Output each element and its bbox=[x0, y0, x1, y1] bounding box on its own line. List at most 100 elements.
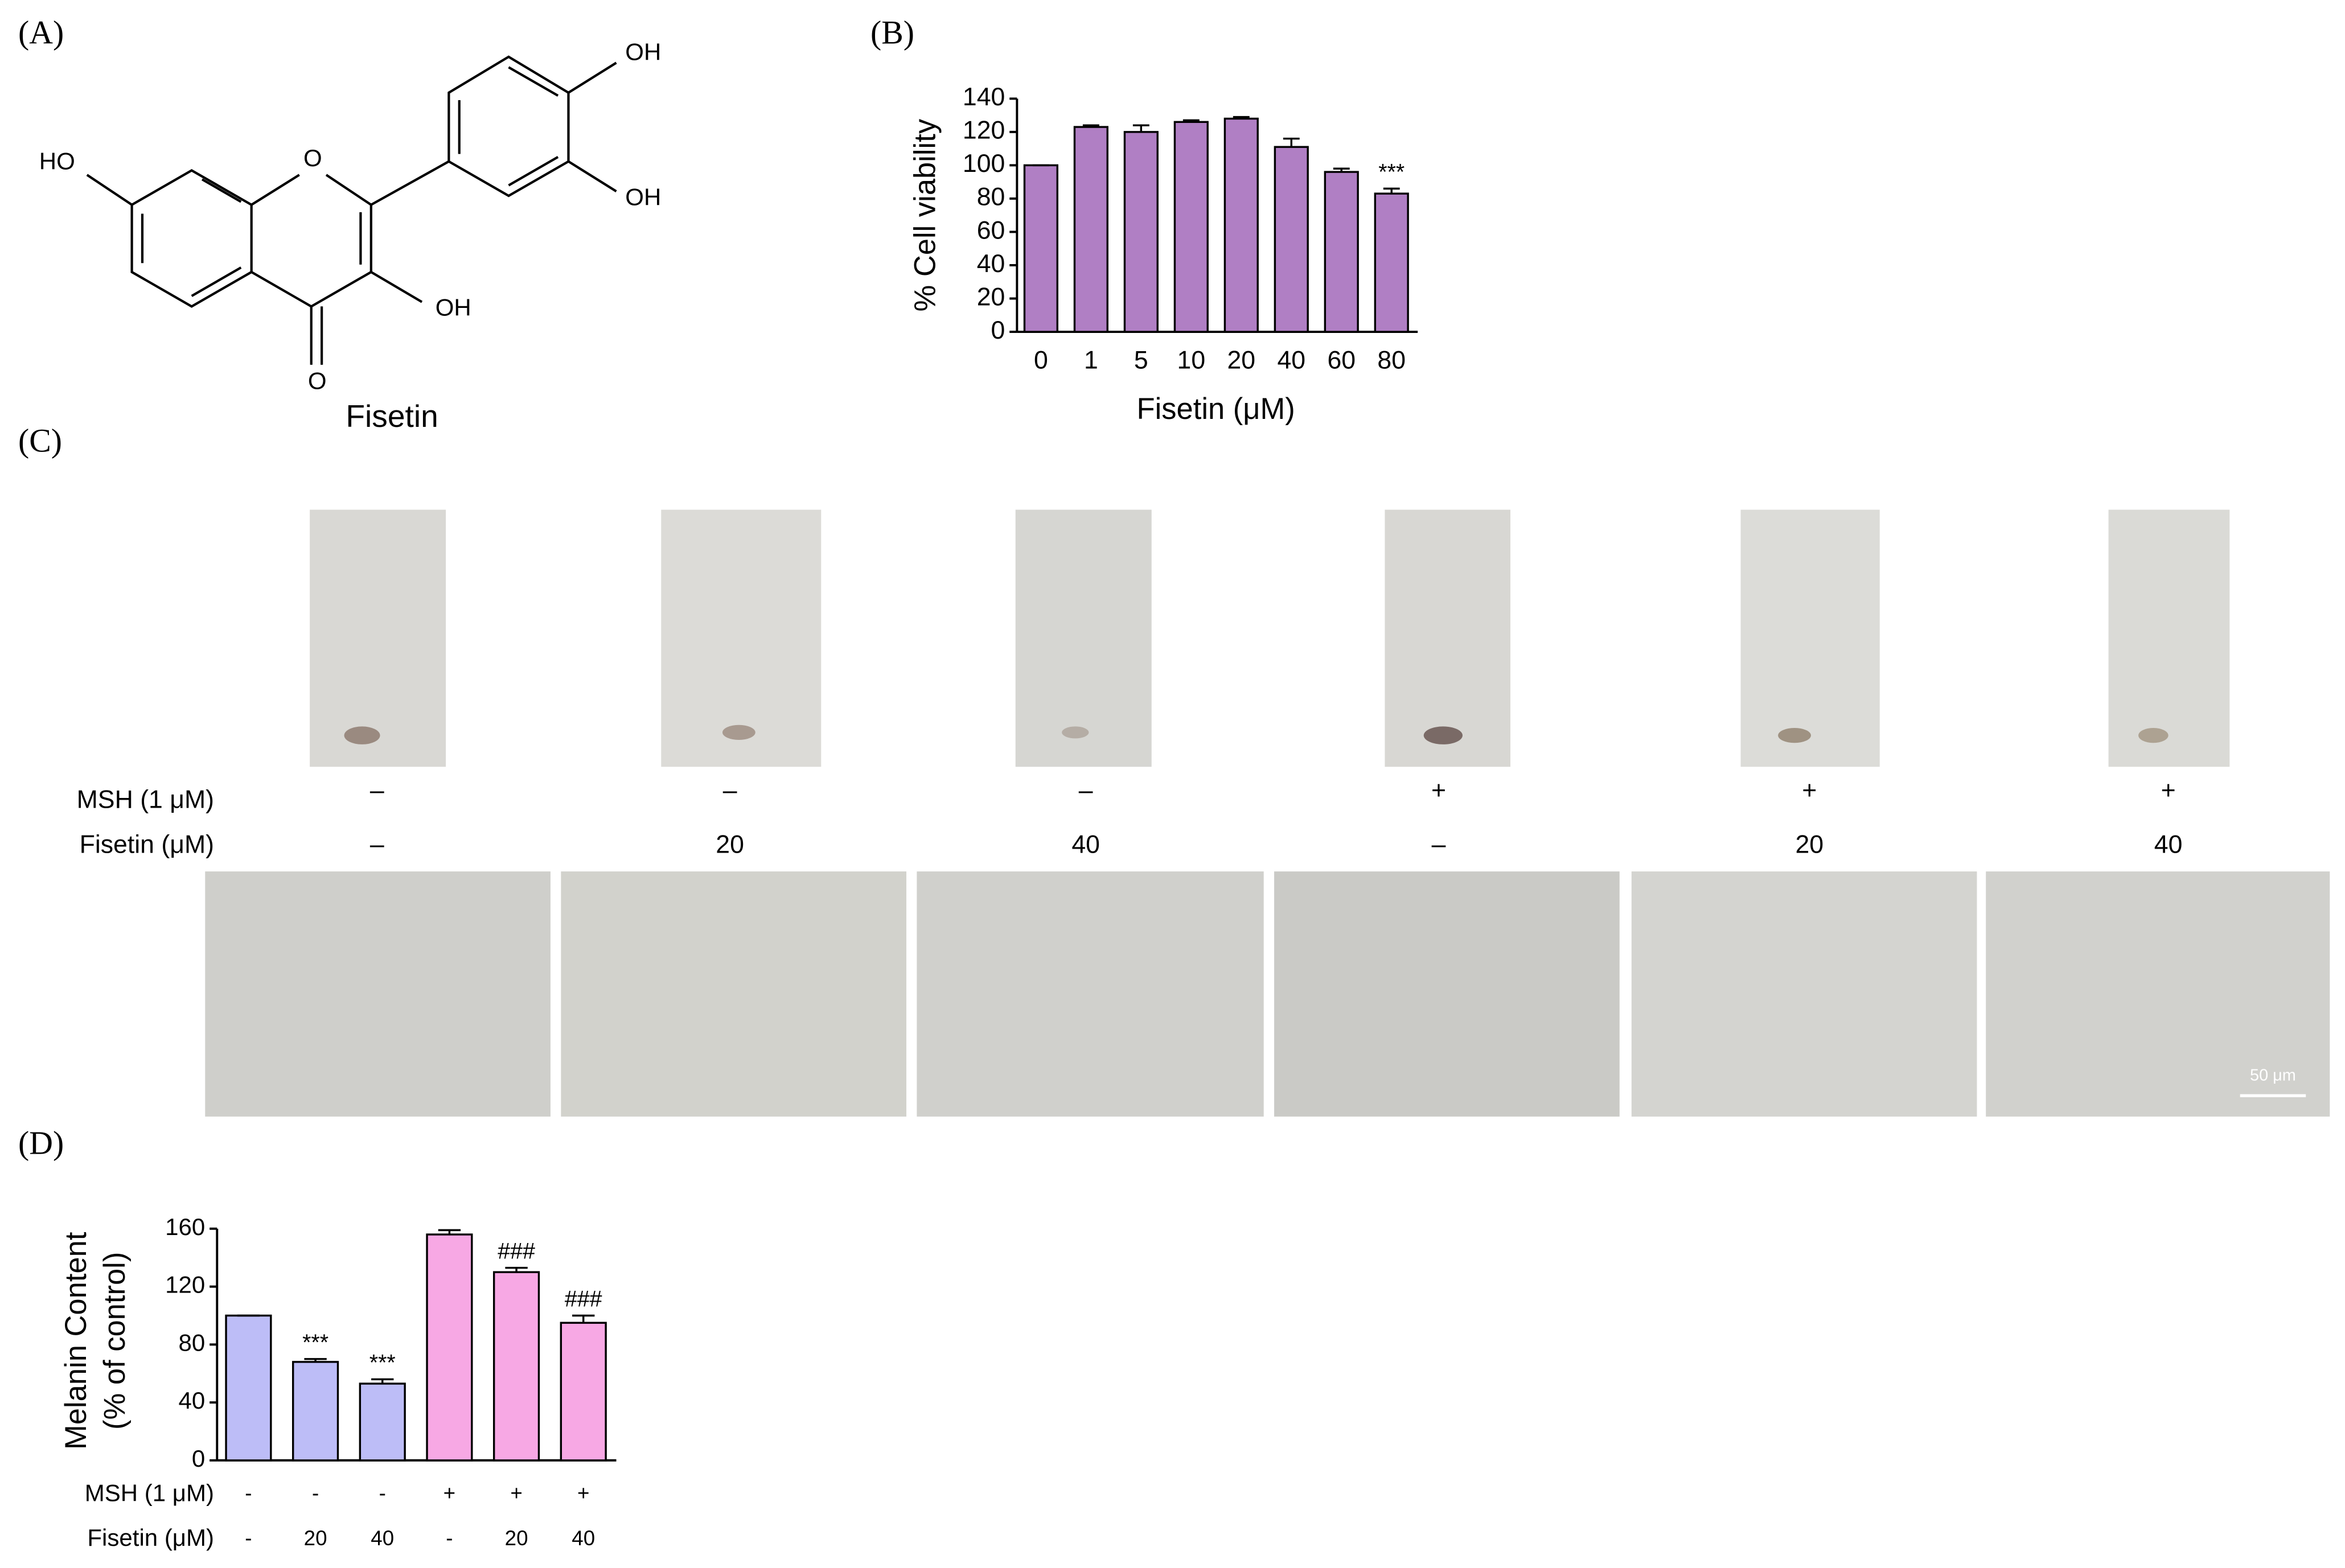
pellet bbox=[1062, 726, 1089, 739]
bar bbox=[291, 1361, 339, 1462]
micrograph bbox=[205, 871, 551, 1117]
bond bbox=[250, 174, 300, 206]
condition-label: 20 bbox=[716, 830, 744, 858]
x-tick-label: 1 bbox=[1084, 346, 1098, 374]
micrograph bbox=[561, 871, 907, 1117]
y-tick-label: 140 bbox=[963, 83, 1005, 111]
bond bbox=[568, 160, 617, 192]
condition-label: 20 bbox=[304, 1526, 327, 1550]
error-bar bbox=[1182, 119, 1200, 122]
y-tick-label: 120 bbox=[963, 117, 1005, 145]
condition-label: 20 bbox=[505, 1526, 528, 1550]
bond bbox=[508, 66, 559, 97]
bond bbox=[370, 271, 423, 303]
scale-bar-label: 50 μm bbox=[2250, 1067, 2296, 1085]
x-tick-label: 80 bbox=[1377, 346, 1406, 374]
error-bar bbox=[572, 1314, 595, 1323]
bar bbox=[1023, 164, 1058, 333]
condition-label: + bbox=[577, 1481, 589, 1505]
condition-label: – bbox=[1432, 830, 1446, 858]
condition-label: – bbox=[370, 830, 384, 858]
y-tick-label: 40 bbox=[179, 1387, 206, 1414]
y-tick-label: 40 bbox=[977, 250, 1005, 278]
bond bbox=[568, 61, 617, 94]
x-axis-label: Fisetin (μM) bbox=[1137, 392, 1295, 426]
condition-label: – bbox=[723, 777, 737, 805]
y-tick-label: 60 bbox=[977, 216, 1005, 244]
significance-label: *** bbox=[1378, 160, 1404, 185]
pellet bbox=[1423, 726, 1463, 744]
error-bar bbox=[438, 1229, 461, 1235]
bar bbox=[1374, 192, 1409, 333]
tube-photo bbox=[661, 509, 822, 767]
y-tick-label: 0 bbox=[192, 1445, 205, 1472]
bond bbox=[370, 160, 450, 206]
significance-label: *** bbox=[369, 1351, 396, 1376]
condition-label: + bbox=[443, 1481, 455, 1505]
panel-letter: (B) bbox=[870, 15, 914, 51]
structure: HO O OH OH OH O Fisetin bbox=[39, 39, 662, 434]
x-tick-label: 20 bbox=[1227, 346, 1255, 374]
micrograph bbox=[917, 871, 1264, 1117]
atom-label: O bbox=[308, 367, 327, 394]
atom-label: OH bbox=[436, 294, 471, 321]
error-bar bbox=[1283, 137, 1300, 147]
error-bar bbox=[371, 1378, 394, 1384]
bond bbox=[201, 178, 242, 203]
tube-photo bbox=[1740, 509, 1880, 767]
bar bbox=[1173, 121, 1209, 333]
bar bbox=[1223, 117, 1259, 333]
bond bbox=[191, 266, 242, 297]
error-bar bbox=[505, 1266, 528, 1273]
significance-label: ### bbox=[565, 1287, 602, 1312]
condition-label: + bbox=[1431, 777, 1446, 805]
x-tick-label: 40 bbox=[1277, 346, 1305, 374]
tube-photos bbox=[310, 509, 2230, 767]
bar bbox=[492, 1271, 540, 1462]
y-tick-label: 160 bbox=[165, 1213, 205, 1240]
bar bbox=[225, 1314, 272, 1462]
condition-label: – bbox=[1079, 777, 1093, 805]
tube-photo bbox=[310, 509, 446, 767]
condition-label: + bbox=[510, 1481, 522, 1505]
atom-label: O bbox=[303, 145, 322, 171]
error-bar bbox=[1333, 167, 1350, 172]
y-axis-label: (% of control) bbox=[98, 1252, 132, 1430]
condition-label: 40 bbox=[371, 1526, 394, 1550]
tube-photo bbox=[2108, 509, 2230, 767]
pellet bbox=[2138, 728, 2169, 743]
condition-label: - bbox=[245, 1526, 252, 1550]
micrograph bbox=[1274, 871, 1620, 1117]
condition-label: - bbox=[245, 1481, 252, 1505]
tube-photo bbox=[1015, 509, 1152, 767]
condition-label: 40 bbox=[1071, 830, 1100, 858]
bar bbox=[1324, 171, 1359, 333]
y-tick-label: 80 bbox=[977, 183, 1005, 211]
condition-label: + bbox=[2161, 777, 2176, 805]
atom-label: OH bbox=[625, 39, 661, 65]
bar bbox=[1123, 131, 1159, 333]
panel-letter: (C) bbox=[18, 423, 62, 459]
error-bar bbox=[304, 1358, 327, 1362]
condition-label: 40 bbox=[572, 1526, 595, 1550]
bar bbox=[1274, 146, 1309, 333]
y-tick-label: 120 bbox=[165, 1271, 205, 1298]
bar bbox=[359, 1382, 406, 1462]
compound-name: Fisetin bbox=[346, 398, 438, 434]
row-label: MSH (1 μM) bbox=[77, 785, 214, 813]
error-bar bbox=[1233, 116, 1250, 119]
pellet bbox=[722, 725, 755, 740]
pellet bbox=[344, 726, 380, 744]
row-label: MSH (1 μM) bbox=[85, 1479, 214, 1506]
pellet bbox=[1778, 728, 1811, 743]
y-tick-label: 80 bbox=[179, 1329, 206, 1356]
atom-label: OH bbox=[625, 183, 661, 210]
bond bbox=[508, 155, 559, 187]
y-tick-label: 100 bbox=[963, 150, 1005, 178]
row-label: Fisetin (μM) bbox=[87, 1524, 214, 1551]
micrograph bbox=[1986, 871, 2330, 1117]
row-label: Fisetin (μM) bbox=[80, 830, 214, 858]
tube-photo bbox=[1385, 509, 1511, 767]
